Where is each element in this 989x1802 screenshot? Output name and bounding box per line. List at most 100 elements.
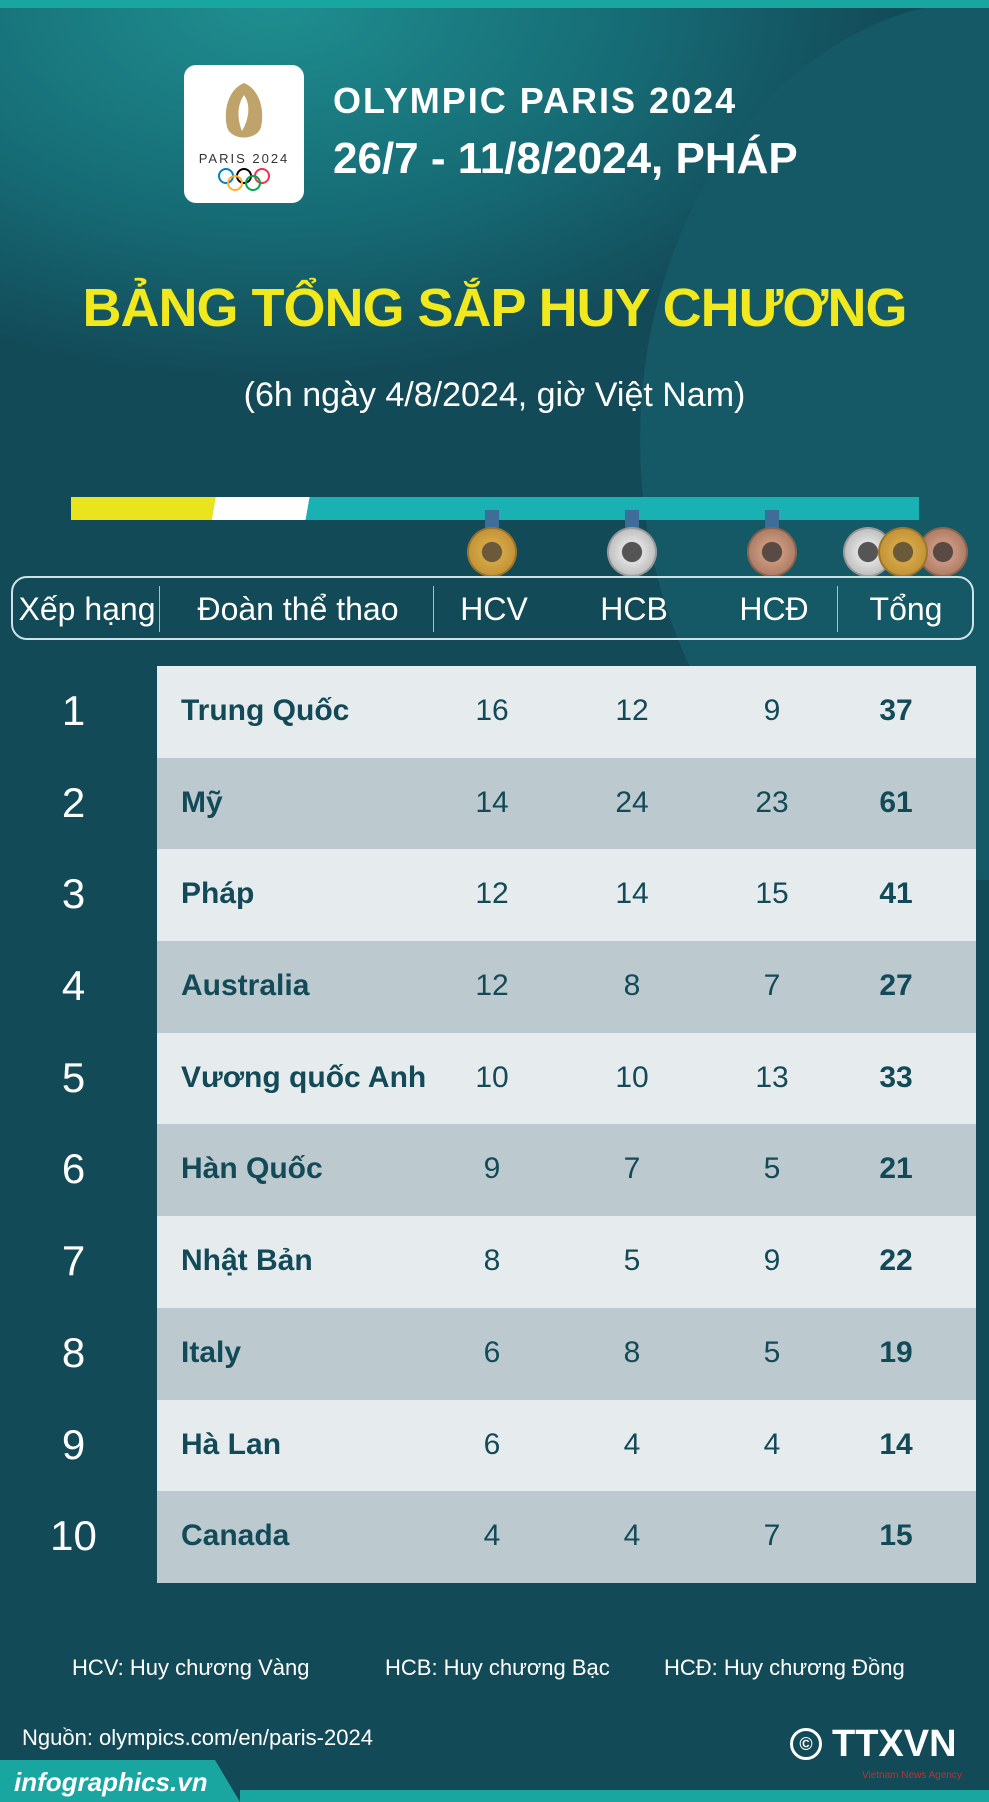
bronze-count: 5 [763,1335,781,1369]
bottom-border [240,1790,989,1802]
page-title: BẢNG TỔNG SẮP HUY CHƯƠNG [82,278,908,338]
bronze-count: 7 [763,1519,781,1553]
rank-number: 9 [61,1420,86,1468]
silver-count: 12 [615,694,649,727]
rank-number: 1 [61,687,86,734]
total-count: 33 [879,1060,913,1094]
team-name: Australia [181,969,310,1003]
total-count: 14 [879,1427,913,1461]
event-title: OLYMPIC PARIS 2024 [333,80,738,121]
silver-count: 10 [615,1060,649,1094]
gold-medal-icon [467,527,517,577]
gold-count: 9 [483,1152,501,1186]
silver-count: 4 [623,1427,641,1461]
page-subtitle: (6h ngày 4/8/2024, giờ Việt Nam) [243,376,746,414]
event-dates: 26/7 - 11/8/2024, PHÁP [333,134,798,183]
col-bronze: HCĐ [739,591,809,627]
gold-count: 12 [475,877,509,911]
total-count: 41 [879,877,913,911]
ribbon-icon [625,510,639,532]
paris-2024-logo: PARIS 2024 [184,65,304,203]
col-team: Đoàn thể thao [197,591,399,627]
rank-number: 6 [61,1145,86,1193]
team-name: Pháp [181,877,255,911]
silver-count: 7 [623,1152,641,1186]
ttxvn-logo: © TTXVN [790,1722,957,1766]
col-silver: HCB [600,591,668,627]
rank-column: 1 2 3 4 5 6 7 8 9 10 [0,666,157,1583]
medal-table: Trung Quốc 16 12 9 37 Mỹ 14 24 23 61 Pháp … [157,666,976,1583]
source-note: Nguồn: olympics.com/en/paris-2024 [22,1725,373,1750]
rank-number: 7 [61,1237,86,1285]
olympic-rings-icon [218,168,270,191]
gold-count: 4 [483,1519,501,1553]
silver-count: 8 [623,969,641,1003]
agency-logo-text: TTXVN [832,1723,957,1765]
silver-medal-icon [607,527,657,577]
legend-gold: HCV: Huy chương Vàng [72,1655,310,1680]
team-name: Nhật Bản [181,1244,313,1278]
table-row: Pháp 12 14 15 41 [157,849,976,942]
table-row: Hà Lan 6 4 4 14 [157,1399,976,1492]
col-rank: Xếp hạng [18,591,156,627]
team-name: Mỹ [181,785,223,819]
footer-tab [0,1760,240,1802]
gold-count: 8 [483,1244,501,1278]
copyright-icon: © [790,1728,822,1760]
table-row: Australia 12 8 7 27 [157,941,976,1033]
bronze-count: 5 [763,1152,781,1186]
total-count: 27 [879,969,913,1003]
bronze-count: 23 [755,785,789,819]
total-count: 15 [879,1519,913,1553]
gold-count: 6 [483,1427,501,1461]
site-name: infographics.vn [14,1767,208,1797]
bronze-count: 4 [763,1427,781,1461]
rank-number: 4 [61,962,86,1010]
divider [159,586,160,632]
flame-icon [225,83,263,138]
bronze-medal-icon [747,527,797,577]
decorative-stripe [71,497,919,520]
total-count: 19 [879,1335,913,1369]
silver-count: 4 [623,1519,641,1553]
divider [433,586,434,632]
legend-silver: HCB: Huy chương Bạc [385,1655,610,1680]
total-count: 22 [879,1244,913,1278]
rank-number: 2 [61,778,86,826]
team-name: Trung Quốc [181,694,350,727]
table-header: Xếp hạng Đoàn thể thao HCV HCB HCĐ Tổng [11,576,974,640]
ribbon-icon [485,510,499,532]
bronze-count: 9 [763,1244,781,1278]
rank-number: 10 [50,1512,97,1560]
team-name: Canada [181,1519,290,1553]
gold-count: 14 [475,785,509,819]
agency-subtitle: Vietnam News Agency [862,1770,962,1781]
silver-count: 24 [615,785,649,819]
total-count: 37 [879,694,913,727]
col-total: Tổng [869,591,943,627]
top-border [0,0,989,8]
table-row: Hàn Quốc 9 7 5 21 [157,1124,976,1217]
bronze-count: 13 [755,1060,789,1094]
team-name: Hàn Quốc [181,1152,323,1186]
gold-medal-icon [878,527,928,577]
divider [837,586,838,632]
rank-number: 5 [61,1053,86,1101]
silver-count: 5 [623,1244,641,1278]
silver-count: 14 [615,877,649,911]
silver-count: 8 [623,1335,641,1369]
bronze-count: 9 [763,694,781,727]
table-row: Trung Quốc 16 12 9 37 [157,666,976,758]
rank-number: 8 [61,1328,86,1376]
team-name: Italy [181,1335,242,1369]
bronze-count: 15 [755,877,789,911]
gold-count: 6 [483,1335,501,1369]
legend-bronze: HCĐ: Huy chương Đồng [664,1655,905,1680]
table-row: Mỹ 14 24 23 61 [157,757,976,850]
table-row: Vương quốc Anh 10 10 13 33 [157,1032,976,1125]
table-row: Nhật Bản 8 5 9 22 [157,1216,976,1308]
team-name: Hà Lan [181,1427,282,1461]
bronze-count: 7 [763,969,781,1003]
gold-count: 16 [475,694,509,727]
col-gold: HCV [460,591,528,627]
